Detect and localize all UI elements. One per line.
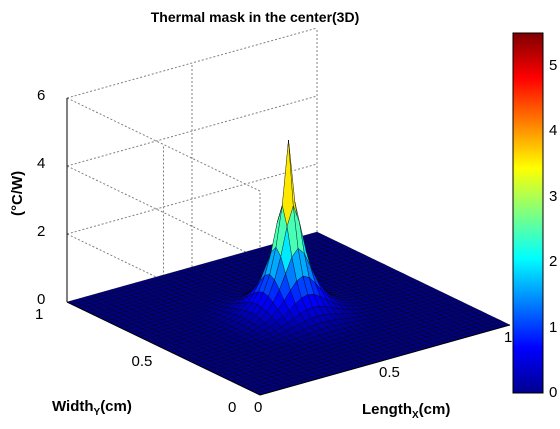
z-tick-label: 6 — [37, 87, 46, 104]
colorbar-tick-label: 0 — [549, 384, 558, 401]
colorbar — [512, 32, 544, 394]
y-tick-label: 0.5 — [131, 352, 153, 370]
y-tick-label: 1 — [35, 306, 44, 323]
x-tick-label: 0.5 — [379, 364, 400, 381]
z-tick-label: 4 — [37, 155, 46, 172]
top-edge — [66, 27, 318, 99]
colorbar-tick-label: 3 — [549, 187, 558, 205]
x-axis-label: LengthX(cm) — [362, 401, 451, 421]
colorbar-tick-label: 2 — [549, 253, 558, 271]
x-tick-label: 1 — [504, 329, 513, 346]
colorbar-tick-label: 5 — [549, 56, 558, 74]
colorbar-tick-label: 1 — [549, 318, 558, 336]
y-axis-label: WidthY(cm) — [52, 398, 132, 418]
axis-lines — [66, 98, 511, 396]
z-tick-label: 2 — [37, 223, 46, 240]
surface-mesh — [66, 140, 511, 396]
z-axis-label: (°C/W) — [9, 170, 26, 216]
y-tick-label: 0 — [228, 399, 237, 416]
y-axis-line — [66, 301, 261, 396]
z-tick-label: 0 — [37, 291, 46, 308]
x-axis-line — [259, 324, 511, 396]
x-tick-label: 0 — [254, 399, 263, 416]
chart-title: Thermal mask in the center(3D) — [150, 9, 360, 25]
colorbar-tick-label: 4 — [549, 122, 558, 140]
